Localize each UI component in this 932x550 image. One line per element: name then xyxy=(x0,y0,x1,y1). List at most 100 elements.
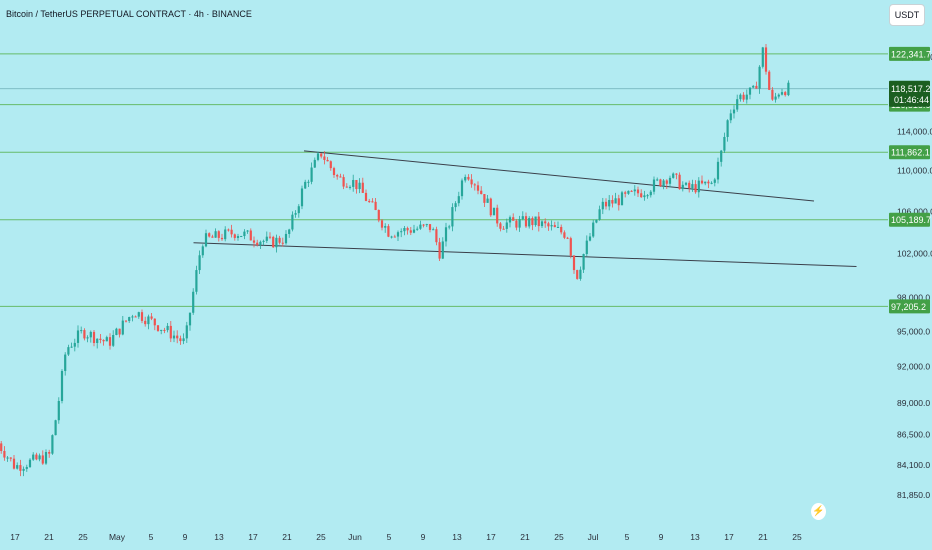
candle-body xyxy=(604,201,608,207)
candle-body xyxy=(729,113,732,121)
candle-body xyxy=(470,179,473,185)
candle-body xyxy=(742,94,745,100)
candle-body xyxy=(777,94,780,97)
candle-body xyxy=(713,179,716,183)
candle-body xyxy=(208,233,211,237)
candle-body xyxy=(124,320,128,322)
candle-body xyxy=(80,330,83,332)
candle-body xyxy=(732,109,736,114)
candle-body xyxy=(19,465,22,471)
candle-body xyxy=(166,325,169,331)
time-tick-label: Jul xyxy=(588,532,599,542)
candle-body xyxy=(150,316,153,319)
current-price-tag xyxy=(889,80,930,107)
candle-body xyxy=(348,186,352,188)
candle-body xyxy=(460,180,464,197)
candle-body xyxy=(67,347,70,355)
price-tick-label: 81,850.0 xyxy=(897,490,930,500)
price-tick-label: 86,500.0 xyxy=(897,429,930,439)
candle-body xyxy=(192,291,195,313)
candle-body xyxy=(176,335,179,339)
candle-body xyxy=(707,181,710,184)
candle-body xyxy=(188,312,192,326)
candle-body xyxy=(297,206,300,214)
candle-body xyxy=(540,221,544,227)
candle-body xyxy=(262,240,265,242)
time-tick-label: 17 xyxy=(724,532,734,542)
candle-body xyxy=(144,320,147,325)
candle-body xyxy=(320,153,323,157)
candle-body xyxy=(140,312,144,321)
candle-body xyxy=(473,184,476,186)
candle-body xyxy=(416,228,419,230)
candle-body xyxy=(755,85,758,89)
time-tick-label: 21 xyxy=(282,532,292,542)
lightning-bolt-icon[interactable]: ⚡ xyxy=(811,503,826,520)
candle-body xyxy=(268,236,272,238)
level-price-tag xyxy=(889,145,930,160)
candle-body xyxy=(6,457,9,459)
price-tick-label: 114,000.0 xyxy=(897,126,932,136)
candle-body xyxy=(352,179,355,187)
candle-body xyxy=(649,191,652,196)
level-price-tag xyxy=(889,46,930,61)
candle-body xyxy=(758,66,761,89)
candle-body xyxy=(505,222,508,229)
candle-body xyxy=(172,335,176,339)
candle-body xyxy=(108,337,112,346)
candle-body xyxy=(214,231,217,238)
level-price-tag xyxy=(889,299,930,314)
candle-body xyxy=(633,189,636,192)
candle-body xyxy=(48,452,51,454)
channel-upper-trendline xyxy=(303,150,815,202)
candle-body xyxy=(419,224,422,229)
candle-body xyxy=(454,203,457,208)
candle-body xyxy=(668,177,672,184)
time-tick-label: 9 xyxy=(421,532,426,542)
candle-body xyxy=(12,458,16,469)
candle-body xyxy=(566,237,569,239)
time-tick-label: 17 xyxy=(248,532,258,542)
candle-body xyxy=(54,420,57,436)
candle-body xyxy=(563,232,566,238)
candle-body xyxy=(438,242,441,259)
candle-body xyxy=(156,325,160,331)
candle-body xyxy=(384,226,387,228)
candle-body xyxy=(41,455,44,464)
candle-body xyxy=(726,120,729,137)
candle-body xyxy=(300,188,304,207)
candle-body xyxy=(201,246,204,256)
candle-body xyxy=(99,338,102,340)
time-tick-label: 13 xyxy=(452,532,462,542)
candle-body xyxy=(496,207,499,224)
candle-body xyxy=(342,177,345,187)
candle-body xyxy=(400,231,403,233)
candle-body xyxy=(761,47,764,67)
candle-body xyxy=(278,237,281,243)
currency-button[interactable]: USDT xyxy=(889,4,925,26)
candle-body xyxy=(784,92,787,96)
channel-lower-trendline xyxy=(193,242,857,267)
candle-body xyxy=(336,175,339,177)
price-tick-label: 89,000.0 xyxy=(897,398,930,408)
candle-body xyxy=(665,180,668,184)
candle-body xyxy=(128,317,131,321)
candle-body xyxy=(92,331,96,344)
candle-body xyxy=(556,226,560,228)
level-price-label: 111,862.1 xyxy=(891,148,930,158)
candle-body xyxy=(560,226,563,233)
candle-body xyxy=(25,467,28,469)
candle-body xyxy=(585,240,588,255)
candle-body xyxy=(412,229,416,233)
price-tick-label: 110,000.0 xyxy=(897,166,932,176)
candle-body xyxy=(355,179,358,190)
candle-body xyxy=(284,233,288,244)
candle-body xyxy=(169,325,172,339)
candle-body xyxy=(620,192,624,206)
candle-body xyxy=(752,85,755,88)
candle-body xyxy=(627,190,630,194)
candle-body xyxy=(38,455,41,460)
candle-body xyxy=(598,209,601,220)
candle-body xyxy=(643,195,646,198)
